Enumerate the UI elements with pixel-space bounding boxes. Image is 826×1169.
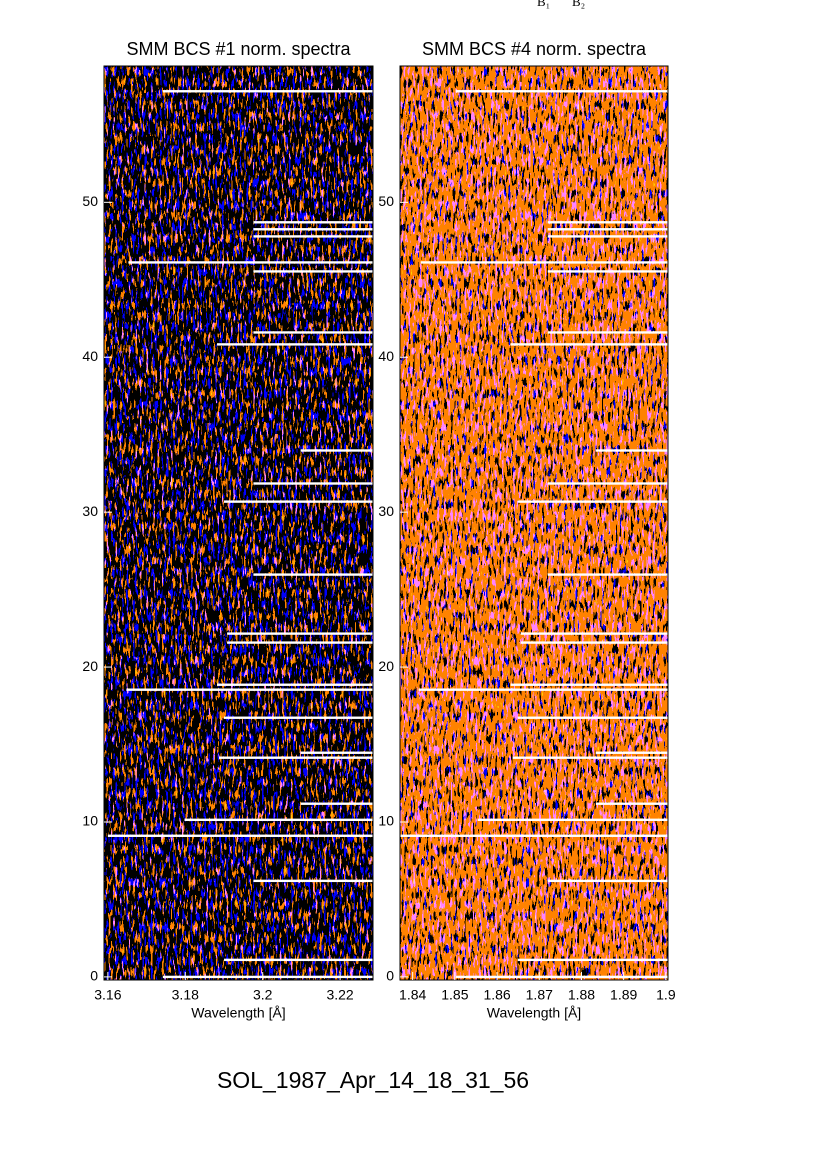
gap-line xyxy=(126,688,374,691)
x-axis-label: Wavelength [Å] xyxy=(487,1005,581,1021)
gap-line xyxy=(455,90,668,93)
y-tick-label: 30 xyxy=(82,503,98,519)
gap-line xyxy=(512,756,668,759)
x-tick-label: 1.84 xyxy=(399,987,426,1003)
x-axis-label: Wavelength [Å] xyxy=(191,1005,285,1021)
y-tick-label: 0 xyxy=(90,968,98,984)
gap-line xyxy=(300,802,373,805)
x-tick-label: 3.18 xyxy=(172,987,199,1003)
gap-line xyxy=(253,228,373,231)
annotation: B₁ xyxy=(537,0,550,9)
gap-line xyxy=(399,834,668,837)
annotation: B₂ xyxy=(572,0,585,9)
x-tick-label: 1.89 xyxy=(610,987,637,1003)
x-tick-label: 1.88 xyxy=(568,987,595,1003)
gap-line xyxy=(510,343,668,346)
y-tick-label: 30 xyxy=(378,503,394,519)
y-tick-label: 20 xyxy=(82,658,98,674)
gap-line xyxy=(477,818,668,822)
y-tick-label: 50 xyxy=(378,193,394,209)
gap-line xyxy=(595,449,668,452)
panel-title: SMM BCS #1 norm. spectra xyxy=(126,39,351,59)
x-tick-label: 1.86 xyxy=(483,987,510,1003)
gap-line xyxy=(300,449,373,452)
x-tick-label: 1.87 xyxy=(526,987,553,1003)
plot-frame xyxy=(103,65,374,981)
gap-line xyxy=(300,751,373,754)
gap-line xyxy=(547,270,668,273)
gap-line xyxy=(184,818,373,822)
gap-line xyxy=(547,879,668,883)
gap-line xyxy=(547,482,668,485)
gap-line xyxy=(517,500,668,503)
y-tick-label: 40 xyxy=(378,348,394,364)
x-tick-label: 3.16 xyxy=(94,987,121,1003)
gap-line xyxy=(162,975,373,979)
x-tick-label: 1.9 xyxy=(656,987,676,1003)
x-tick-label: 1.85 xyxy=(441,987,468,1003)
gap-line xyxy=(547,221,668,224)
y-tick-label: 50 xyxy=(82,193,98,209)
gap-line xyxy=(420,261,668,264)
gap-line xyxy=(253,879,373,883)
gap-line xyxy=(218,756,373,759)
gap-line xyxy=(223,958,373,962)
gap-line xyxy=(547,235,668,238)
footer-label: SOL_1987_Apr_14_18_31_56 xyxy=(217,1067,529,1093)
gap-line xyxy=(595,751,668,754)
gap-line xyxy=(455,975,668,979)
gap-line xyxy=(162,90,373,93)
spectra-image xyxy=(104,66,373,980)
gap-line xyxy=(128,261,373,264)
gap-line xyxy=(595,802,668,805)
y-tick-label: 20 xyxy=(378,658,394,674)
gap-line xyxy=(547,573,668,576)
gap-line xyxy=(217,343,373,346)
gap-line xyxy=(253,270,373,273)
gap-line xyxy=(253,235,373,238)
gap-line xyxy=(520,641,668,644)
gap-line xyxy=(547,331,668,334)
y-tick-label: 40 xyxy=(82,348,98,364)
gap-line xyxy=(510,683,668,686)
gap-line xyxy=(253,331,373,334)
x-tick-label: 3.22 xyxy=(326,987,353,1003)
gap-line xyxy=(253,221,373,224)
gap-line xyxy=(223,716,373,719)
panel-title: SMM BCS #4 norm. spectra xyxy=(422,39,647,59)
gap-line xyxy=(227,641,373,644)
gap-line xyxy=(253,573,373,576)
gap-line xyxy=(223,500,373,503)
spectra-image xyxy=(400,66,668,980)
gap-line xyxy=(418,688,668,691)
gap-line xyxy=(253,482,373,485)
plot-frame xyxy=(399,65,669,981)
gap-line xyxy=(107,834,373,837)
gap-line xyxy=(520,632,668,635)
x-tick-label: 3.2 xyxy=(253,987,273,1003)
gap-line xyxy=(547,228,668,231)
gap-line xyxy=(517,958,668,962)
gap-line xyxy=(217,683,373,686)
y-tick-label: 0 xyxy=(386,968,394,984)
y-tick-label: 10 xyxy=(378,813,394,829)
gap-line xyxy=(517,716,668,719)
y-tick-label: 10 xyxy=(82,813,98,829)
gap-line xyxy=(227,632,373,635)
